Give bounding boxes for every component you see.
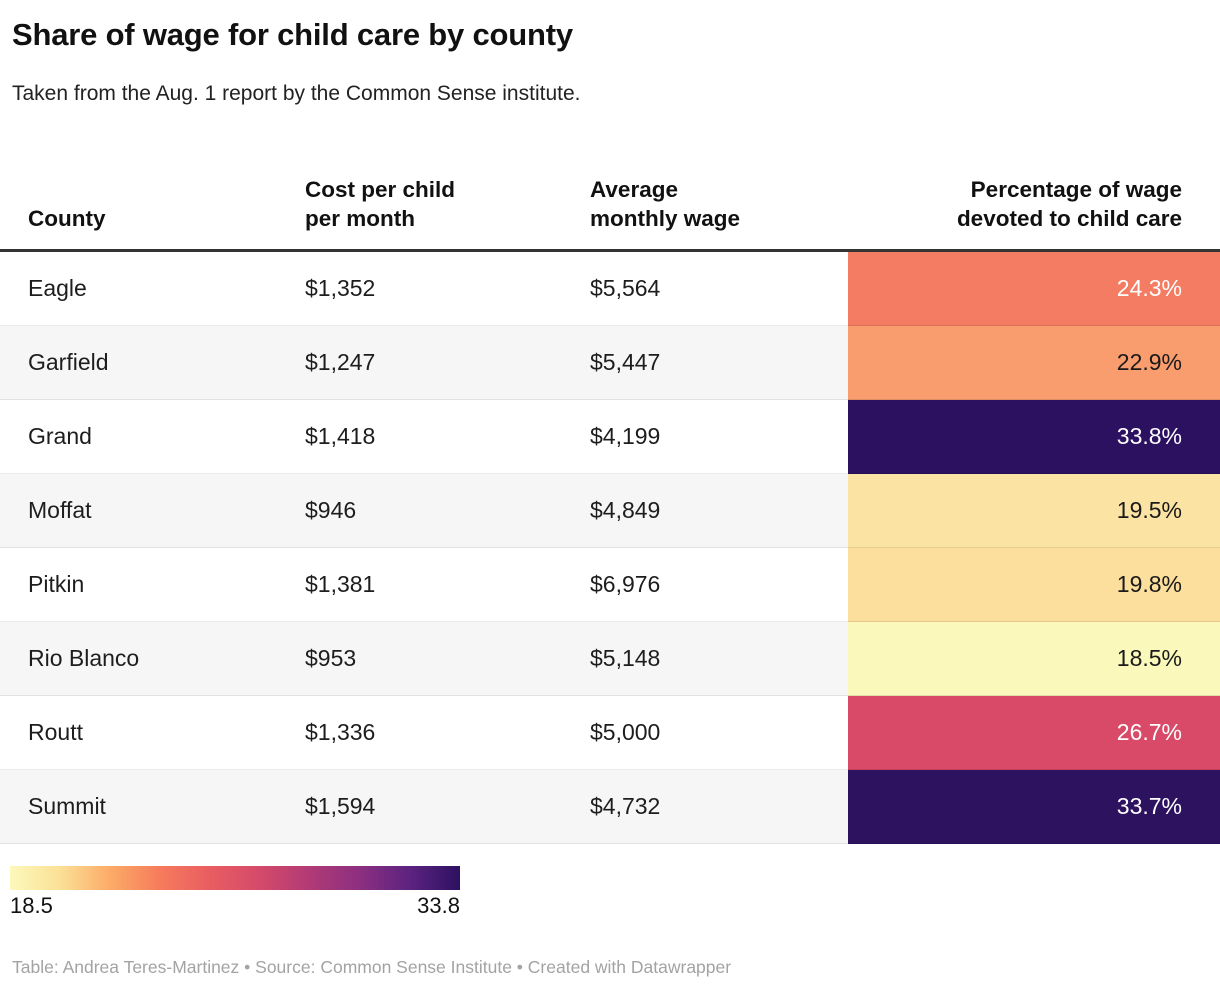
percent-cell: 19.8% xyxy=(848,547,1220,623)
table-header: County Cost per child per month Average … xyxy=(0,157,1220,253)
table-row: Rio Blanco $953 $5,148 18.5% xyxy=(0,621,1220,697)
wage-cell: $5,000 xyxy=(562,695,848,771)
color-legend: 18.5 33.8 xyxy=(10,866,460,919)
legend-gradient-bar xyxy=(10,866,460,891)
county-cell: Grand xyxy=(0,399,277,475)
legend-max-label: 33.8 xyxy=(417,893,460,919)
col-header-county: County xyxy=(0,157,277,253)
county-cell: Summit xyxy=(0,769,277,845)
legend-min-label: 18.5 xyxy=(10,893,53,919)
county-cell: Moffat xyxy=(0,473,277,549)
credit-line: Table: Andrea Teres-Martinez • Source: C… xyxy=(12,957,732,978)
cost-cell: $953 xyxy=(277,621,562,697)
table-row: Pitkin $1,381 $6,976 19.8% xyxy=(0,547,1220,623)
cost-cell: $1,418 xyxy=(277,399,562,475)
percent-cell: 24.3% xyxy=(848,250,1220,327)
wage-cell: $5,564 xyxy=(562,250,848,327)
percent-cell: 19.5% xyxy=(848,473,1220,549)
cost-cell: $1,352 xyxy=(277,250,562,327)
wage-cell: $5,148 xyxy=(562,621,848,697)
page-subtitle: Taken from the Aug. 1 report by the Comm… xyxy=(12,81,581,105)
wage-cell: $4,732 xyxy=(562,769,848,845)
table-row: Moffat $946 $4,849 19.5% xyxy=(0,473,1220,549)
wage-cell: $5,447 xyxy=(562,325,848,401)
percent-cell: 18.5% xyxy=(848,621,1220,697)
county-cell: Rio Blanco xyxy=(0,621,277,697)
county-cell: Pitkin xyxy=(0,547,277,623)
col-header-percentage: Percentage of wage devoted to child care xyxy=(848,157,1220,253)
cost-cell: $1,247 xyxy=(277,325,562,401)
percent-cell: 33.8% xyxy=(848,399,1220,475)
cost-cell: $1,381 xyxy=(277,547,562,623)
data-table: County Cost per child per month Average … xyxy=(0,157,1220,845)
cost-cell: $946 xyxy=(277,473,562,549)
col-header-wage: Average monthly wage xyxy=(562,157,848,253)
page-title: Share of wage for child care by county xyxy=(12,17,573,52)
percent-cell: 26.7% xyxy=(848,695,1220,771)
table-row: Routt $1,336 $5,000 26.7% xyxy=(0,695,1220,771)
wage-cell: $4,849 xyxy=(562,473,848,549)
wage-cell: $6,976 xyxy=(562,547,848,623)
county-cell: Garfield xyxy=(0,325,277,401)
table-row: Garfield $1,247 $5,447 22.9% xyxy=(0,325,1220,401)
county-cell: Routt xyxy=(0,695,277,771)
table-row: Summit $1,594 $4,732 33.7% xyxy=(0,769,1220,845)
wage-cell: $4,199 xyxy=(562,399,848,475)
percent-cell: 22.9% xyxy=(848,325,1220,401)
cost-cell: $1,594 xyxy=(277,769,562,845)
cost-cell: $1,336 xyxy=(277,695,562,771)
percent-cell: 33.7% xyxy=(848,769,1220,845)
col-header-cost: Cost per child per month xyxy=(277,157,562,253)
county-cell: Eagle xyxy=(0,250,277,327)
table-row: Eagle $1,352 $5,564 24.3% xyxy=(0,250,1220,327)
table-row: Grand $1,418 $4,199 33.8% xyxy=(0,399,1220,475)
